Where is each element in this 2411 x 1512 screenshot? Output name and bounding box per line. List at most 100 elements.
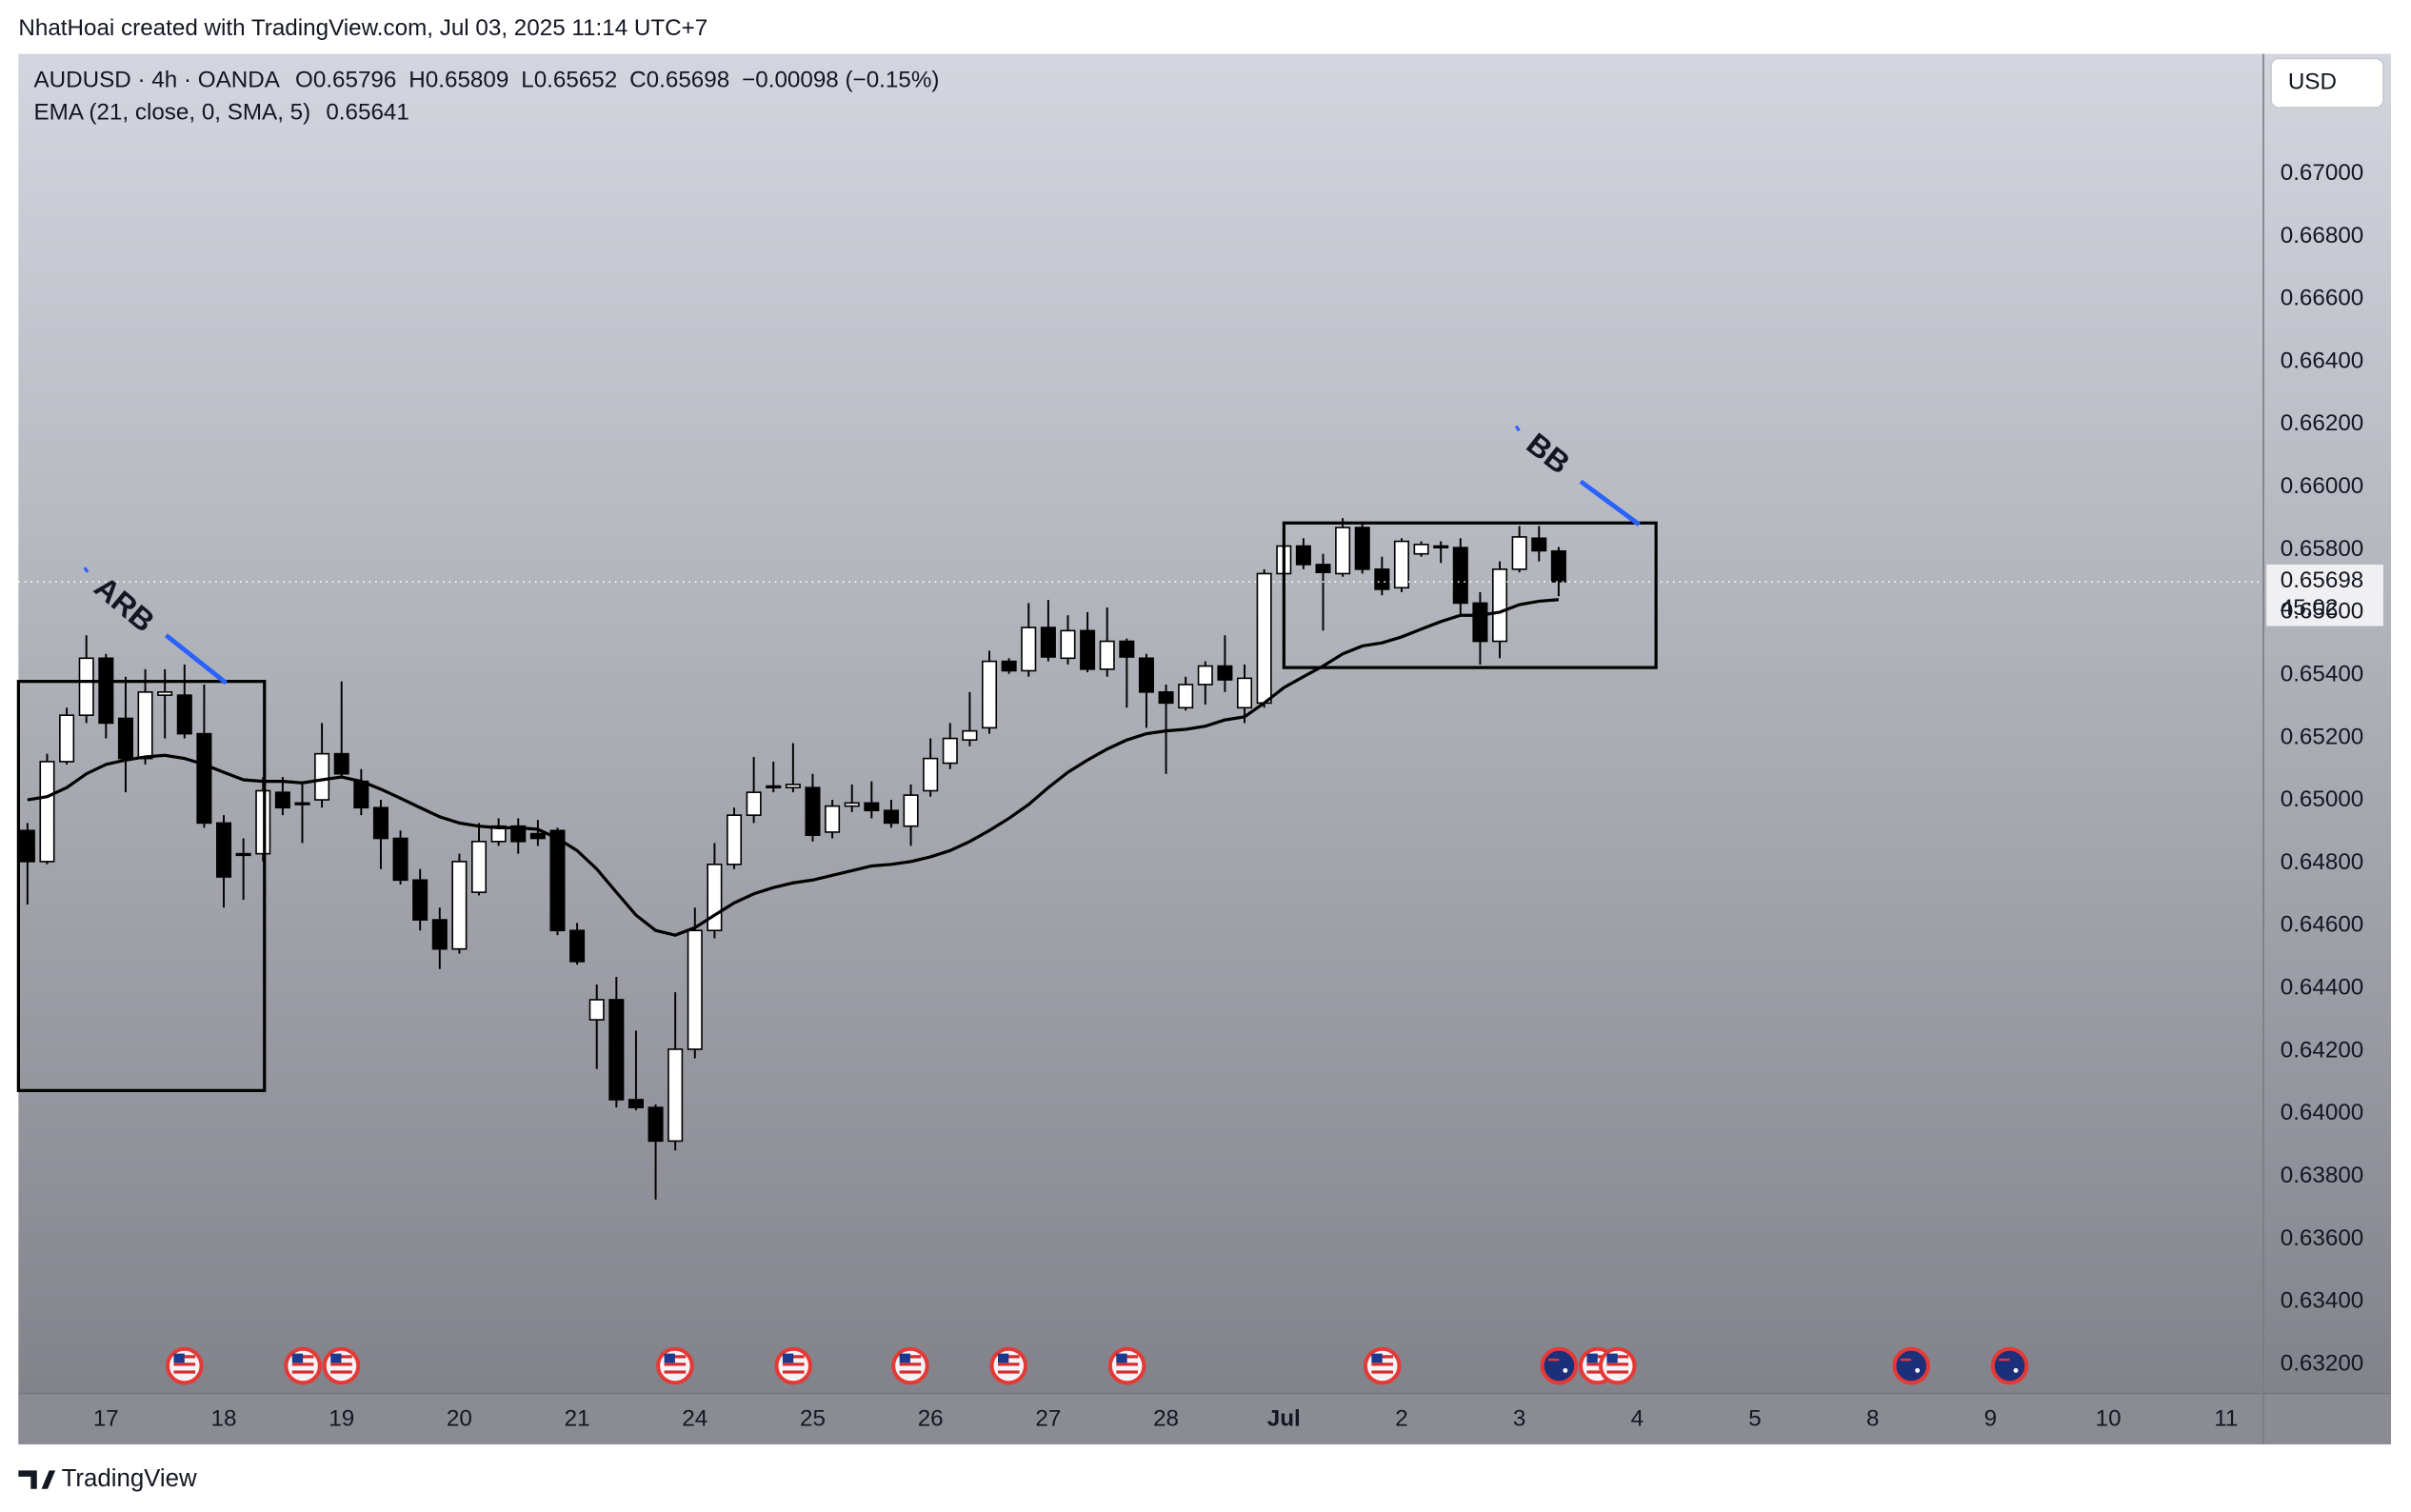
event-markers (165, 1346, 2029, 1385)
candle-body (451, 861, 468, 950)
candle-body (1433, 545, 1449, 548)
ohlc-prefix: O (295, 68, 313, 93)
candle-body (470, 840, 488, 893)
candle-body (648, 1106, 664, 1143)
annotation-line (83, 567, 90, 573)
candle-body (1119, 640, 1135, 658)
candle-body (1413, 544, 1429, 555)
ohlc-value: 0.65698 (647, 68, 730, 93)
candle-body (176, 694, 192, 735)
legend-ohlc: AUDUSD · 4h · OANDA O0.65796 H0.65809 L0.65… (34, 68, 940, 93)
flag-canton (782, 1353, 794, 1363)
currency-label[interactable]: USD (2288, 70, 2337, 95)
candle-body (903, 794, 919, 827)
y-tick-label: 0.64800 (2281, 849, 2364, 875)
ohlc-value: 0.65796 (313, 68, 397, 93)
candle-body (1138, 657, 1154, 693)
candle-body (1040, 627, 1056, 658)
flag-canton (998, 1353, 1009, 1363)
y-tick-label: 0.65000 (2281, 786, 2364, 812)
candle-body (1354, 527, 1370, 570)
ohlc-value: 0.65809 (426, 68, 509, 93)
candle-body (274, 791, 290, 809)
candle-body (1492, 568, 1508, 643)
flag-canton (664, 1353, 675, 1363)
annotation-line (164, 633, 228, 686)
y-tick-label: 0.66200 (2281, 410, 2364, 436)
y-tick-label: 0.65800 (2281, 536, 2364, 562)
annotation-line (1514, 425, 1521, 432)
watermark: NhatHoai created with TradingView.com, J… (18, 15, 707, 41)
y-tick-label: 0.63600 (2281, 1225, 2364, 1251)
candle-body (294, 802, 310, 806)
y-tick-label: 0.63800 (2281, 1163, 2364, 1188)
candle-body (982, 660, 998, 729)
ohlc-prefix: H (408, 68, 425, 93)
candle-body (864, 802, 880, 812)
x-tick-label: 28 (1153, 1405, 1179, 1431)
x-tick-label: 26 (918, 1405, 944, 1431)
candle-body (805, 786, 821, 837)
countdown: 45:02 (2281, 595, 2339, 621)
flag-canton (1586, 1353, 1598, 1363)
candle-body (157, 691, 173, 696)
flag-star (1563, 1367, 1568, 1373)
logo-icon (18, 1470, 56, 1489)
event-flag (1990, 1346, 2029, 1385)
range-box (16, 680, 267, 1092)
ema-line (27, 598, 1560, 937)
candle-body (412, 879, 428, 921)
x-tick-label: 9 (1984, 1405, 1997, 1431)
candle-body (569, 929, 586, 963)
candle-body (510, 825, 527, 843)
candle-body (1550, 549, 1566, 583)
flag-canton (330, 1353, 342, 1363)
candle-body (137, 691, 153, 760)
candle-body (1315, 564, 1331, 573)
ohlc-prefix: C (629, 68, 646, 93)
candle-body (727, 814, 743, 865)
candle-body (59, 714, 75, 763)
x-tick-label: 3 (1513, 1405, 1525, 1431)
candle-body (1511, 536, 1527, 570)
x-tick-label: 17 (93, 1405, 119, 1431)
candle-body (314, 752, 330, 801)
candle-body (1472, 602, 1488, 643)
x-tick-label: 19 (329, 1405, 354, 1431)
candle-body (707, 864, 723, 932)
candle-body (883, 809, 899, 825)
candle-body (1374, 568, 1390, 590)
candle-body (844, 802, 860, 807)
candle-body (785, 784, 801, 789)
candle-body (196, 732, 212, 825)
candle-body (766, 785, 782, 789)
y-tick-label: 0.63200 (2281, 1350, 2364, 1376)
candle-body (628, 1099, 644, 1108)
legend-ema: EMA (21, close, 0, SMA, 5) 0.65641 (34, 100, 409, 126)
annotation-line (1579, 479, 1641, 527)
series-value: 0.65641 (326, 100, 409, 126)
event-flag (1540, 1346, 1579, 1385)
y-tick-label: 0.66800 (2281, 223, 2364, 249)
range-box (1282, 521, 1658, 669)
x-tick-label: 2 (1395, 1405, 1407, 1431)
x-tick-label: Jul (1267, 1405, 1301, 1431)
x-tick-label: 21 (565, 1405, 590, 1431)
candle-body (235, 852, 251, 857)
candle-body (1080, 629, 1096, 670)
y-tick-label: 0.64600 (2281, 912, 2364, 938)
candle-body (372, 806, 389, 840)
candle-body (98, 657, 114, 725)
currency-button[interactable] (2270, 57, 2384, 109)
candle-body (78, 657, 94, 716)
flag-canton (1116, 1353, 1127, 1363)
candle-body (1393, 540, 1409, 589)
y-tick-label: 0.65400 (2281, 661, 2364, 686)
x-tick-label: 4 (1631, 1405, 1644, 1431)
candle-body (1060, 629, 1076, 660)
candle-body (19, 829, 35, 863)
y-tick-label: 0.67000 (2281, 160, 2364, 186)
y-tick-label: 0.64200 (2281, 1037, 2364, 1063)
y-tick-label: 0.66400 (2281, 348, 2364, 373)
candle-body (117, 717, 133, 760)
